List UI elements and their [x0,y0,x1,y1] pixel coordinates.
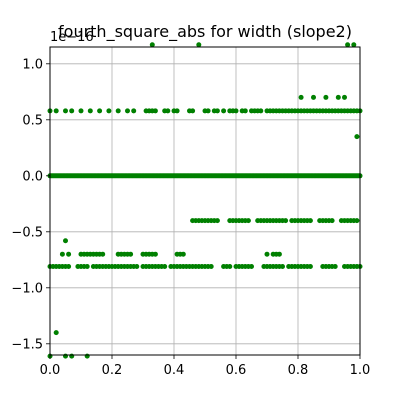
data-point [66,264,71,269]
data-point [79,108,84,113]
x-tick-label: 0.8 [288,363,309,378]
x-tick-label: 0.6 [226,363,247,378]
data-point [69,108,74,113]
data-point [336,95,341,100]
data-point [100,252,105,257]
data-point [63,108,68,113]
data-point [63,354,68,359]
y-tick-label: 0.0 [22,169,43,184]
data-point [69,354,74,359]
data-point [323,95,328,100]
data-point [283,218,288,223]
data-point [175,108,180,113]
data-point [206,108,211,113]
data-point [249,264,254,269]
data-point [153,108,158,113]
data-point [354,218,359,223]
data-point [54,330,59,335]
data-point [221,108,226,113]
data-point [106,108,111,113]
y-tick-label: 0.5 [22,113,43,128]
y-tick-label: −1.0 [11,281,43,296]
data-point [162,264,167,269]
data-point [190,108,195,113]
data-point [311,95,316,100]
data-point [246,218,251,223]
data-point [330,218,335,223]
data-point [66,252,71,257]
data-point [125,108,130,113]
y-tick-label: −1.5 [11,337,43,352]
y-tick-label: −0.5 [11,225,43,240]
data-point [134,264,139,269]
data-point [54,108,59,113]
data-point [209,264,214,269]
x-tick-label: 0.4 [164,363,185,378]
data-point [308,218,313,223]
data-point [308,264,313,269]
data-point [116,108,121,113]
data-point [354,134,359,139]
data-point [280,264,285,269]
data-point [227,264,232,269]
data-point [97,108,102,113]
data-point [243,108,248,113]
data-point [128,252,133,257]
data-point [333,264,338,269]
data-point [215,108,220,113]
data-point [299,95,304,100]
data-point [60,252,65,257]
data-point [85,354,90,359]
data-point [131,108,136,113]
data-point [265,252,270,257]
axes-frame [50,47,360,355]
data-point [277,252,282,257]
y-axis-offset-text: 1e−16 [50,30,94,45]
data-point [153,252,158,257]
y-tick-label: 1.0 [22,57,43,72]
data-point [165,108,170,113]
data-point [258,108,263,113]
chart-title: fourth_square_abs for width (slope2) [50,22,360,41]
x-tick-label: 1.0 [350,363,371,378]
x-tick-label: 0.2 [102,363,123,378]
data-point [215,218,220,223]
data-point [85,264,90,269]
data-point [342,95,347,100]
data-point [63,238,68,243]
x-tick-label: 0.0 [40,363,61,378]
data-point [234,108,239,113]
data-point [181,252,186,257]
data-point [88,108,93,113]
